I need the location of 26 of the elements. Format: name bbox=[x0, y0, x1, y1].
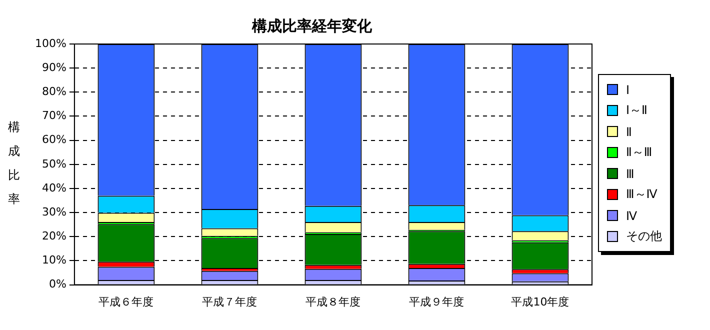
y-tick-label: 70% bbox=[42, 109, 66, 122]
legend-label: その他 bbox=[626, 228, 662, 245]
legend-label: Ⅱ bbox=[626, 124, 632, 138]
y-tick-label: 10% bbox=[42, 254, 66, 267]
x-tick-label: 平成６年度 bbox=[98, 295, 154, 308]
x-tick-label: 平成８年度 bbox=[306, 295, 361, 308]
chart-title: 構成比率経年変化 bbox=[251, 16, 373, 35]
y-tick-label: 0% bbox=[48, 278, 66, 291]
y-tick-label: 30% bbox=[42, 205, 66, 218]
y-axis-title: 構成比率 bbox=[8, 119, 21, 208]
y-tick-label: 80% bbox=[42, 85, 66, 98]
legend-label: Ⅱ～Ⅲ bbox=[626, 144, 652, 161]
y-tick-label: 20% bbox=[42, 230, 66, 242]
x-tick-label: 平成７年度 bbox=[202, 295, 258, 308]
x-tick-label: 平成10年度 bbox=[511, 295, 570, 308]
legend-label: Ⅳ bbox=[626, 208, 638, 222]
y-tick-label: 40% bbox=[42, 181, 66, 194]
legend-label: Ⅰ～Ⅱ bbox=[626, 102, 648, 119]
y-tick-label: 50% bbox=[42, 157, 66, 170]
legend-label: Ⅰ bbox=[626, 82, 630, 96]
legend-label: Ⅲ～Ⅳ bbox=[626, 186, 658, 203]
y-tick-label: 60% bbox=[42, 133, 66, 146]
x-tick-label: 平成９年度 bbox=[409, 295, 464, 308]
y-tick-label: 100% bbox=[34, 36, 66, 50]
y-tick-label: 90% bbox=[42, 60, 66, 74]
legend-label: Ⅲ bbox=[626, 166, 634, 180]
